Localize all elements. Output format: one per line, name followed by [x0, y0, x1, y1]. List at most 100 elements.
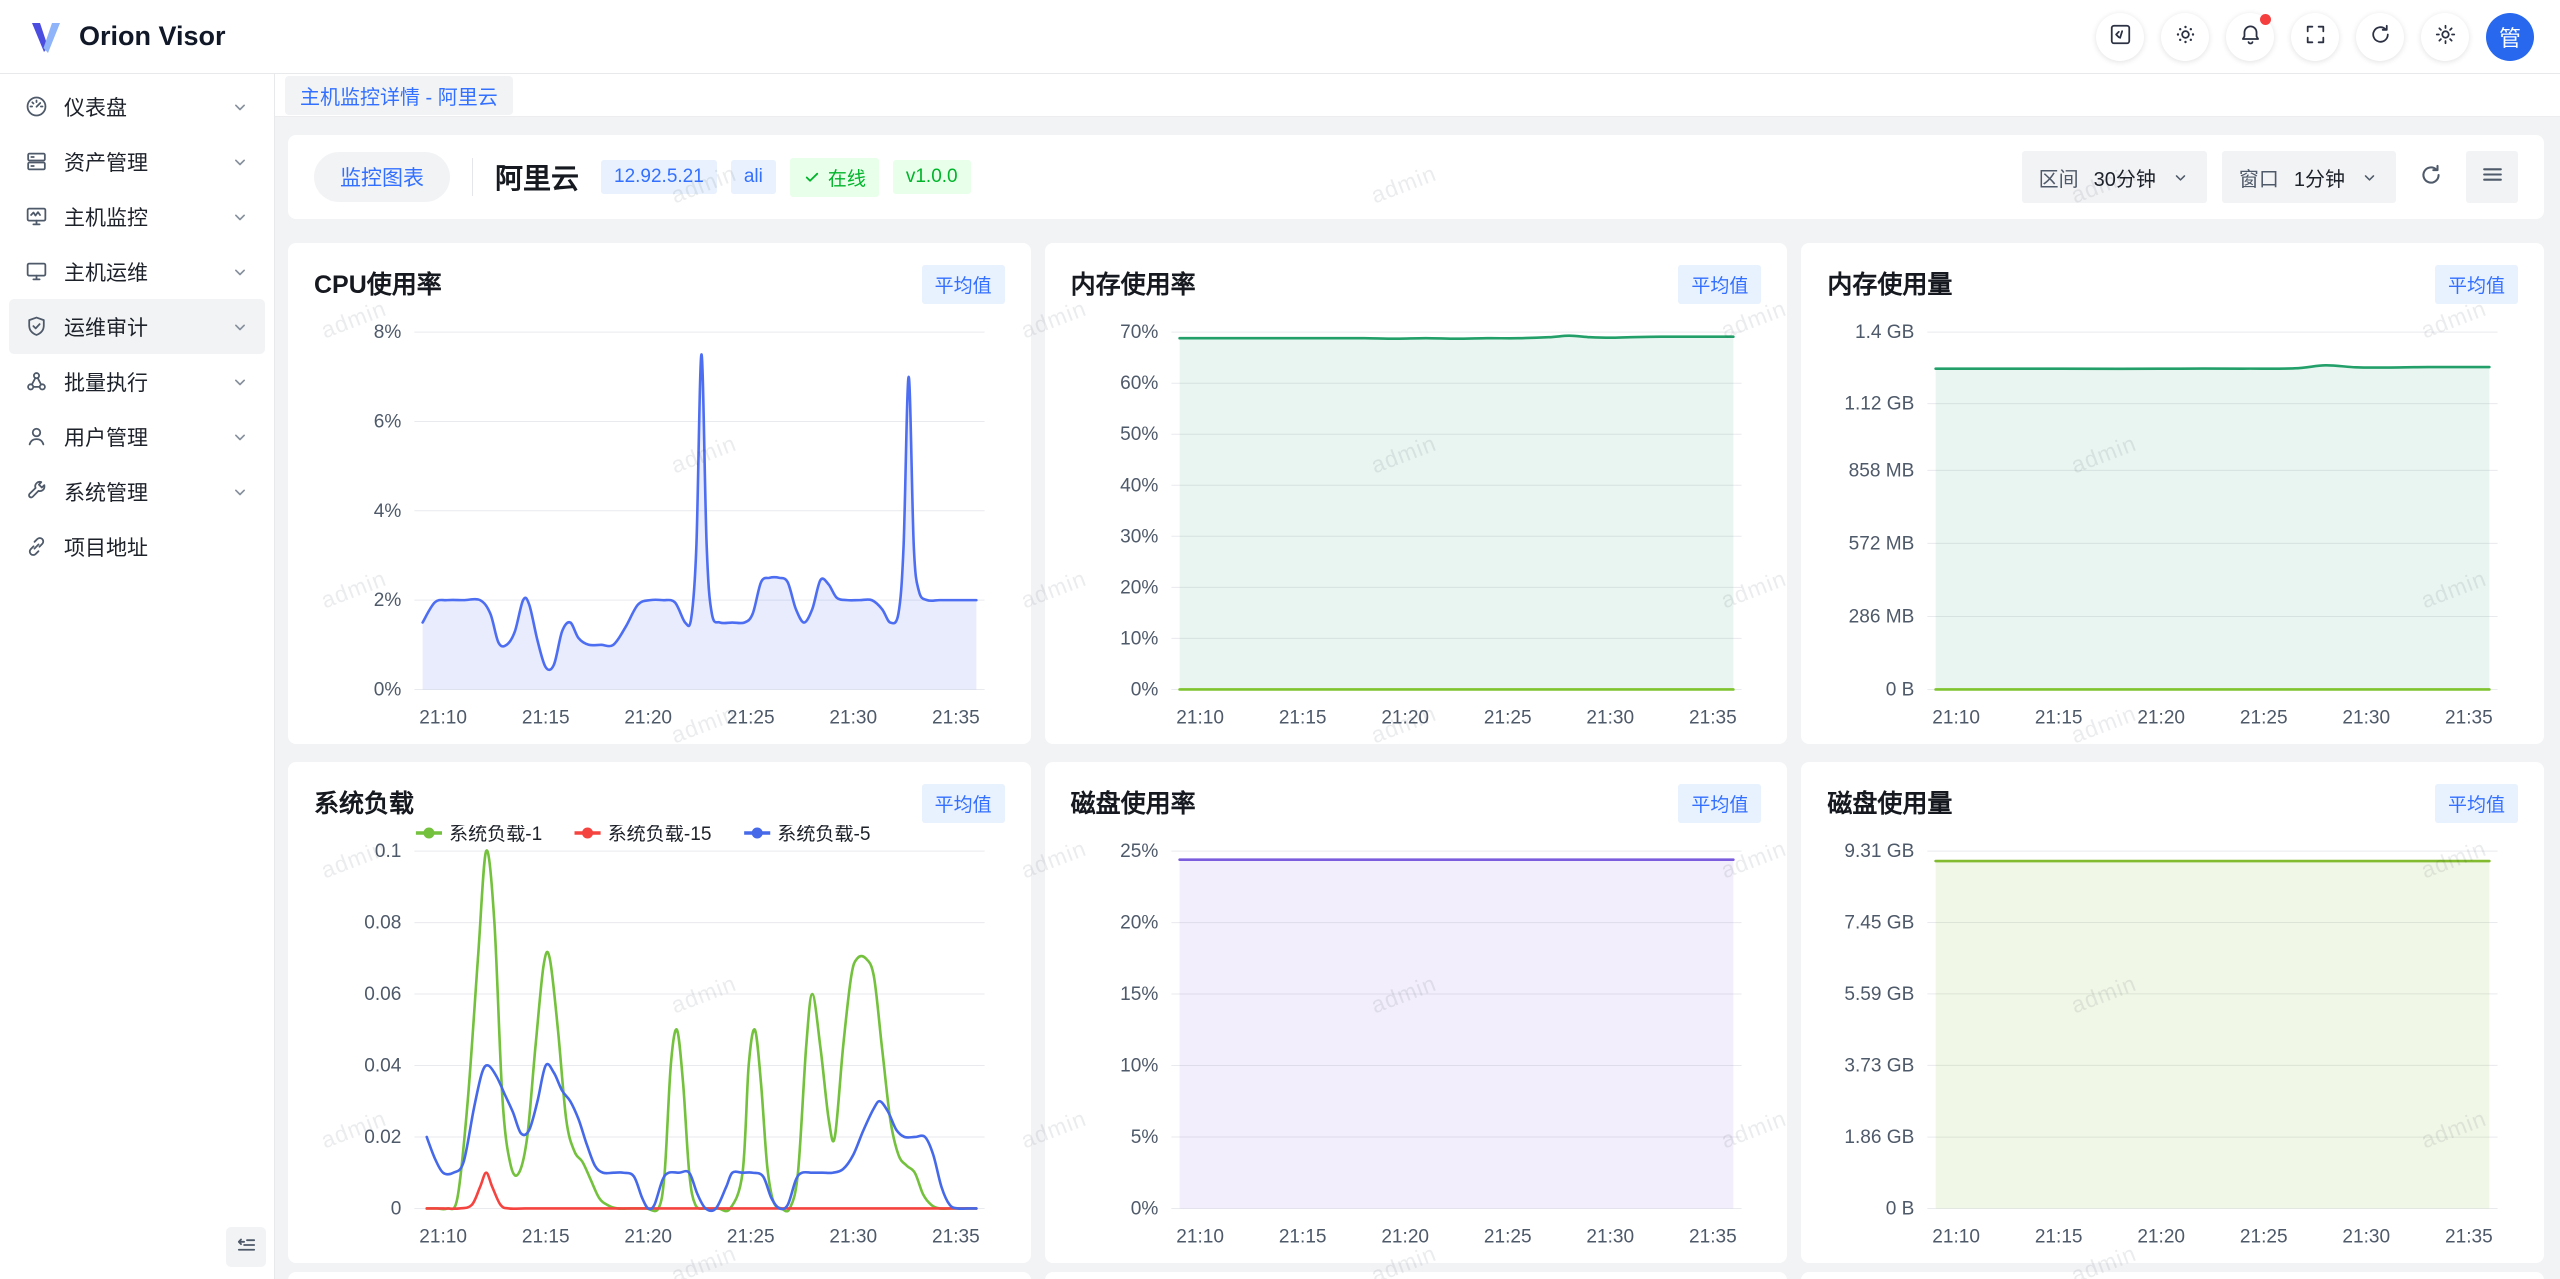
refresh-button[interactable] — [2356, 12, 2404, 61]
window-select[interactable]: 窗口 1分钟 — [2221, 151, 2396, 203]
svg-text:6%: 6% — [374, 411, 402, 432]
chart-plot: 0 0.02 0.04 0.06 0.08 0.1 21:10 21:15 21:20 21:25… — [364, 825, 985, 1248]
check-icon — [803, 168, 821, 186]
sidebar-collapse-button[interactable] — [226, 1227, 266, 1267]
chart-title: 系统负载 — [314, 790, 415, 818]
chart-plot: 0 B 1.86 GB 3.73 GB 5.59 GB 7.45 GB 9.31 GB 21… — [1845, 841, 2498, 1248]
status-badge: 在线 — [789, 157, 879, 197]
chevron-down-icon — [230, 372, 250, 392]
theme-button[interactable] — [2161, 12, 2209, 61]
sidebar-item-label: 仪表盘 — [64, 96, 127, 120]
svg-text:21:20: 21:20 — [2138, 708, 2186, 729]
sidebar-item-label: 主机运维 — [64, 261, 148, 285]
menu-icon — [2480, 162, 2505, 192]
svg-text:9.31 GB: 9.31 GB — [1845, 841, 1915, 862]
sidebar-item-项目地址[interactable]: 项目地址 — [9, 519, 265, 574]
avatar[interactable]: 管 — [2486, 12, 2534, 61]
svg-text:21:10: 21:10 — [419, 1227, 467, 1248]
sidebar-item-批量执行[interactable]: 批量执行 — [9, 354, 265, 409]
chevron-down-icon — [230, 207, 250, 227]
sidebar-item-主机运维[interactable]: 主机运维 — [9, 244, 265, 299]
sidebar-item-系统管理[interactable]: 系统管理 — [9, 464, 265, 519]
svg-text:21:20: 21:20 — [624, 1227, 672, 1248]
bell-button[interactable] — [2226, 12, 2274, 61]
menu-fold-icon — [235, 1233, 258, 1261]
next-charts-row — [288, 1272, 2544, 1279]
interval-label: 区间 — [2038, 168, 2079, 191]
svg-text:572 MB: 572 MB — [1849, 533, 1915, 554]
tab-host-monitor-detail[interactable]: 主机监控详情 - 阿里云 — [285, 75, 513, 115]
chart-header: 磁盘使用率 平均值 — [1071, 784, 1762, 823]
svg-text:21:15: 21:15 — [522, 708, 570, 729]
sidebar: 仪表盘资产管理主机监控主机运维运维审计 批量执行 用户管理 系统管理 项目地址 — [0, 74, 275, 1279]
host-name: 阿里云 — [495, 163, 580, 194]
svg-text:70%: 70% — [1120, 322, 1158, 343]
chart-card-磁盘使用率: 磁盘使用率 平均值 0% 5% 10% 15% 20% 25% 21:10 21:15 21:20 2… — [1044, 762, 1788, 1263]
svg-text:21:25: 21:25 — [727, 708, 775, 729]
svg-text:0.06: 0.06 — [364, 984, 401, 1005]
chart-title: 磁盘使用率 — [1070, 790, 1196, 818]
svg-text:1.12 GB: 1.12 GB — [1845, 394, 1915, 415]
sidebar-item-运维审计[interactable]: 运维审计 — [9, 299, 265, 354]
chart-plot: 0% 10% 20% 30% 40% 50% 60% 70% 21:10 21:15 21:20 21… — [1120, 322, 1742, 729]
svg-text:21:25: 21:25 — [727, 1227, 775, 1248]
chart-header: 系统负载 平均值 — [314, 784, 1005, 823]
top-header: Orion Visor 管 — [0, 0, 2560, 74]
settings-button[interactable] — [2421, 12, 2469, 61]
sidebar-item-label: 主机监控 — [64, 206, 148, 230]
chart-title: CPU使用率 — [314, 271, 442, 299]
svg-text:系统负载-1: 系统负载-1 — [449, 825, 542, 845]
chart-config-button[interactable] — [2466, 151, 2518, 203]
svg-text:0.08: 0.08 — [364, 913, 401, 934]
host-tag: 12.92.5.21 — [601, 160, 717, 194]
refresh-charts-button[interactable] — [2411, 157, 2451, 197]
sidebar-item-用户管理[interactable]: 用户管理 — [9, 409, 265, 464]
monitor-chart-tab[interactable]: 监控图表 — [314, 152, 450, 202]
code-icon — [2108, 22, 2133, 52]
host-ops-icon — [24, 259, 49, 284]
chevron-down-icon — [230, 152, 250, 172]
chart-card-partial — [1801, 1272, 2544, 1279]
chart-card-CPU使用率: CPU使用率 平均值 0% 2% 4% 6% 8% 21:10 21:15 21:20 21:25 2… — [288, 243, 1031, 744]
code-button[interactable] — [2096, 12, 2144, 61]
sidebar-item-主机监控[interactable]: 主机监控 — [9, 189, 265, 244]
svg-text:21:10: 21:10 — [1933, 708, 1981, 729]
svg-text:21:20: 21:20 — [624, 708, 672, 729]
fullscreen-button[interactable] — [2291, 12, 2339, 61]
assets-icon — [24, 149, 49, 174]
svg-text:21:15: 21:15 — [1279, 708, 1327, 729]
svg-text:系统负载-5: 系统负载-5 — [777, 825, 870, 845]
svg-text:21:20: 21:20 — [1381, 708, 1429, 729]
chart-card-partial — [288, 1272, 1031, 1279]
svg-text:21:15: 21:15 — [2035, 708, 2083, 729]
fullscreen-icon — [2303, 22, 2328, 52]
aggregation-badge: 平均值 — [2434, 784, 2518, 823]
chevron-down-icon — [230, 97, 250, 117]
svg-text:2%: 2% — [374, 590, 402, 611]
sidebar-item-仪表盘[interactable]: 仪表盘 — [9, 79, 265, 134]
svg-text:21:20: 21:20 — [2138, 1227, 2186, 1248]
chart-plot: 0 B 286 MB 572 MB 858 MB 1.12 GB 1.4 GB 21:10 2… — [1845, 322, 2498, 729]
svg-text:21:30: 21:30 — [1586, 1227, 1634, 1248]
svg-text:0%: 0% — [374, 679, 402, 700]
chart-header: 磁盘使用量 平均值 — [1827, 784, 2518, 823]
chart-title: 内存使用量 — [1827, 271, 1953, 299]
svg-text:21:25: 21:25 — [1484, 1227, 1532, 1248]
sidebar-item-资产管理[interactable]: 资产管理 — [9, 134, 265, 189]
toolbar-left: 监控图表 阿里云 12.92.5.21 ali 在线 v1.0.0 — [314, 152, 971, 202]
chart-title: 内存使用率 — [1070, 271, 1196, 299]
chevron-down-icon — [2360, 168, 2379, 187]
svg-text:21:25: 21:25 — [2240, 1227, 2288, 1248]
chevron-down-icon — [230, 427, 250, 447]
svg-text:21:15: 21:15 — [2035, 1227, 2083, 1248]
svg-text:系统负载-15: 系统负载-15 — [608, 825, 712, 845]
notification-dot — [2260, 13, 2271, 25]
host-monitor-icon — [24, 204, 49, 229]
interval-select[interactable]: 区间 30分钟 — [2021, 151, 2207, 203]
svg-text:7.45 GB: 7.45 GB — [1845, 912, 1915, 933]
svg-text:3.73 GB: 3.73 GB — [1845, 1055, 1915, 1076]
svg-text:21:10: 21:10 — [1176, 1227, 1224, 1248]
svg-text:0.1: 0.1 — [375, 841, 402, 862]
chart-header: 内存使用量 平均值 — [1827, 265, 2518, 304]
chevron-down-icon — [230, 262, 250, 282]
